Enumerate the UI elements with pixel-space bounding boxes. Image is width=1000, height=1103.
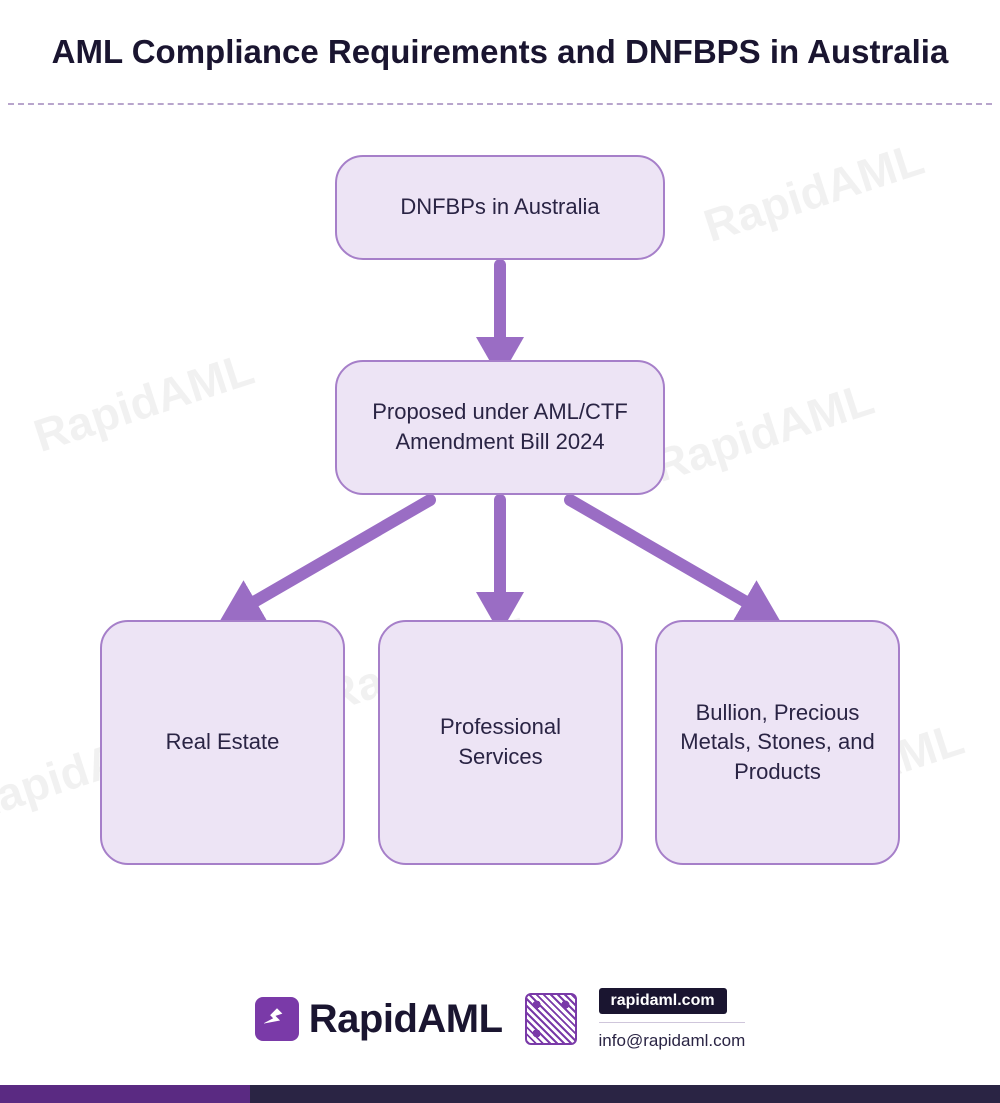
flowchart-edge — [240, 500, 430, 610]
flowchart-node-bullion: Bullion, Precious Metals, Stones, and Pr… — [655, 620, 900, 865]
page-title: AML Compliance Requirements and DNFBPS i… — [40, 30, 960, 75]
title-area: AML Compliance Requirements and DNFBPS i… — [0, 0, 1000, 103]
qr-code-icon — [525, 993, 577, 1045]
flowchart-node-bill: Proposed under AML/CTF Amendment Bill 20… — [335, 360, 665, 495]
flowchart-node-label: Professional Services — [402, 712, 599, 771]
brand: RapidAML — [255, 997, 503, 1042]
contact-block: rapidaml.com info@rapidaml.com — [599, 988, 746, 1051]
flowchart-node-label: Bullion, Precious Metals, Stones, and Pr… — [679, 698, 876, 787]
flowchart-node-label: DNFBPs in Australia — [400, 192, 599, 222]
brand-logo-icon — [255, 997, 299, 1041]
flowchart-node-prof: Professional Services — [378, 620, 623, 865]
brand-name: RapidAML — [309, 997, 503, 1042]
footer-inner: RapidAML rapidaml.com info@rapidaml.com — [0, 963, 1000, 1075]
flowchart-node-label: Proposed under AML/CTF Amendment Bill 20… — [359, 397, 641, 456]
flowchart-node-root: DNFBPs in Australia — [335, 155, 665, 260]
flowchart-edge — [570, 500, 760, 610]
site-badge[interactable]: rapidaml.com — [599, 988, 727, 1014]
contact-email[interactable]: info@rapidaml.com — [599, 1031, 746, 1051]
flowchart-canvas: RapidAML RapidAML RapidAML RapidAML Rapi… — [0, 105, 1000, 885]
flowchart-node-estate: Real Estate — [100, 620, 345, 865]
flowchart-node-label: Real Estate — [166, 727, 280, 757]
contact-divider — [599, 1022, 746, 1023]
footer-accent-bar — [0, 1085, 1000, 1103]
footer: RapidAML rapidaml.com info@rapidaml.com — [0, 963, 1000, 1103]
